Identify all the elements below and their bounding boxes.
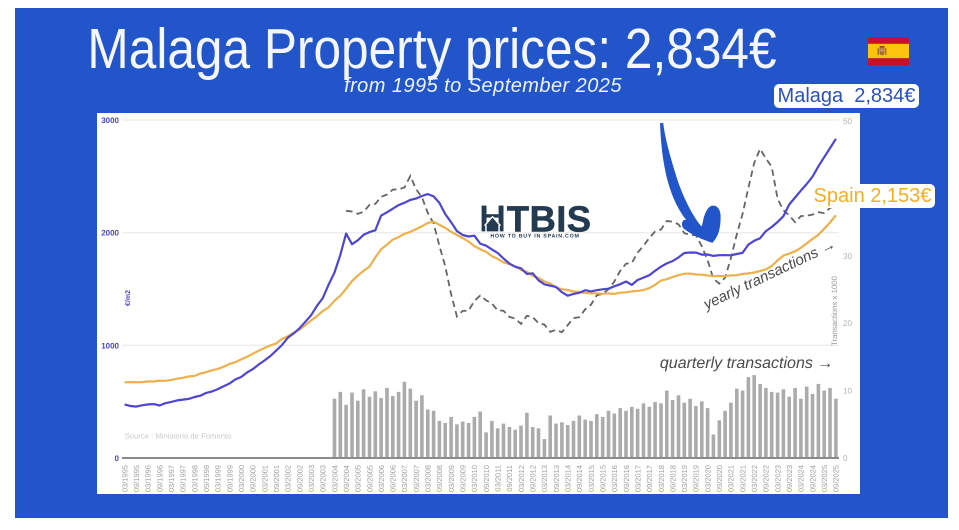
svg-text:€/m2: €/m2 (124, 290, 132, 306)
svg-text:09/2007: 09/2007 (412, 465, 421, 492)
svg-text:09/2016: 09/2016 (622, 465, 631, 492)
svg-text:03/1995: 03/1995 (120, 465, 129, 492)
svg-text:TBIS: TBIS (507, 198, 592, 239)
svg-text:03/2016: 03/2016 (610, 465, 619, 492)
svg-text:03/2024: 03/2024 (797, 465, 806, 492)
svg-text:09/2000: 09/2000 (249, 465, 258, 492)
svg-text:09/2022: 09/2022 (762, 465, 771, 492)
svg-text:2000: 2000 (101, 229, 119, 238)
svg-text:09/2011: 09/2011 (505, 465, 514, 492)
svg-text:09/1995: 09/1995 (132, 465, 141, 492)
svg-text:HOW TO BUY IN SPAIN.COM: HOW TO BUY IN SPAIN.COM (490, 234, 579, 240)
svg-text:09/2017: 09/2017 (645, 465, 654, 492)
svg-text:09/2013: 09/2013 (552, 465, 561, 492)
svg-text:03/2023: 03/2023 (773, 465, 782, 492)
svg-text:1000: 1000 (101, 341, 119, 350)
svg-text:03/2012: 03/2012 (517, 465, 526, 492)
svg-text:30: 30 (843, 252, 853, 261)
svg-text:Source : Ministerio de Fomento: Source : Ministerio de Fomento (125, 432, 232, 441)
svg-text:03/1996: 03/1996 (144, 465, 153, 492)
svg-text:03/2006: 03/2006 (377, 465, 386, 492)
svg-text:09/2002: 09/2002 (295, 465, 304, 492)
svg-text:09/2006: 09/2006 (389, 465, 398, 492)
svg-text:09/1997: 09/1997 (179, 465, 188, 492)
svg-text:09/2024: 09/2024 (808, 465, 817, 492)
svg-text:03/2025: 03/2025 (820, 465, 829, 492)
svg-text:09/2010: 09/2010 (482, 465, 491, 492)
svg-text:09/1998: 09/1998 (202, 465, 211, 492)
svg-text:09/1999: 09/1999 (225, 465, 234, 492)
svg-text:03/2010: 03/2010 (470, 465, 479, 492)
svg-text:0: 0 (115, 454, 120, 463)
svg-text:09/2005: 09/2005 (365, 465, 374, 492)
svg-text:03/1997: 03/1997 (167, 465, 176, 492)
svg-text:03/2011: 03/2011 (494, 465, 503, 492)
svg-text:yearly transactions →: yearly transactions → (700, 236, 838, 314)
svg-text:09/2003: 09/2003 (319, 465, 328, 492)
svg-text:09/2012: 09/2012 (529, 465, 538, 492)
svg-text:50: 50 (843, 117, 853, 126)
svg-text:03/2015: 03/2015 (587, 465, 596, 492)
svg-text:09/2020: 09/2020 (715, 465, 724, 492)
svg-text:09/2015: 09/2015 (599, 465, 608, 492)
svg-text:03/2002: 03/2002 (284, 465, 293, 492)
svg-text:09/2023: 09/2023 (785, 465, 794, 492)
svg-text:03/2013: 03/2013 (540, 465, 549, 492)
svg-text:09/2009: 09/2009 (459, 465, 468, 492)
svg-text:03/2018: 03/2018 (657, 465, 666, 492)
svg-text:09/2008: 09/2008 (435, 465, 444, 492)
svg-text:Transactions x 1000: Transactions x 1000 (830, 275, 839, 346)
svg-text:09/2021: 09/2021 (738, 465, 747, 492)
svg-text:03/2008: 03/2008 (424, 465, 433, 492)
svg-text:03/2020: 03/2020 (703, 465, 712, 492)
svg-text:03/2007: 03/2007 (400, 465, 409, 492)
svg-text:03/1998: 03/1998 (190, 465, 199, 492)
svg-text:03/2001: 03/2001 (260, 465, 269, 492)
svg-text:03/2017: 03/2017 (633, 465, 642, 492)
svg-text:09/2019: 09/2019 (692, 465, 701, 492)
svg-text:03/1999: 03/1999 (214, 465, 223, 492)
svg-text:20: 20 (843, 319, 853, 328)
svg-text:03/2003: 03/2003 (307, 465, 316, 492)
svg-text:03/2021: 03/2021 (727, 465, 736, 492)
svg-text:0: 0 (843, 454, 848, 463)
svg-text:09/2014: 09/2014 (575, 465, 584, 492)
svg-text:09/2004: 09/2004 (342, 465, 351, 492)
svg-text:09/1996: 09/1996 (155, 465, 164, 492)
svg-text:09/2001: 09/2001 (272, 465, 281, 492)
svg-text:03/2005: 03/2005 (354, 465, 363, 492)
svg-text:09/2018: 09/2018 (668, 465, 677, 492)
svg-text:03/2004: 03/2004 (330, 465, 339, 492)
svg-text:03/2000: 03/2000 (237, 465, 246, 492)
svg-text:03/2014: 03/2014 (564, 465, 573, 492)
svg-text:quarterly transactions →: quarterly transactions → (660, 355, 833, 372)
svg-text:10: 10 (843, 387, 853, 396)
svg-text:03/2019: 03/2019 (680, 465, 689, 492)
svg-text:09/2025: 09/2025 (832, 465, 841, 492)
svg-text:3000: 3000 (101, 116, 119, 125)
svg-text:03/2009: 03/2009 (447, 465, 456, 492)
svg-text:03/2022: 03/2022 (750, 465, 759, 492)
